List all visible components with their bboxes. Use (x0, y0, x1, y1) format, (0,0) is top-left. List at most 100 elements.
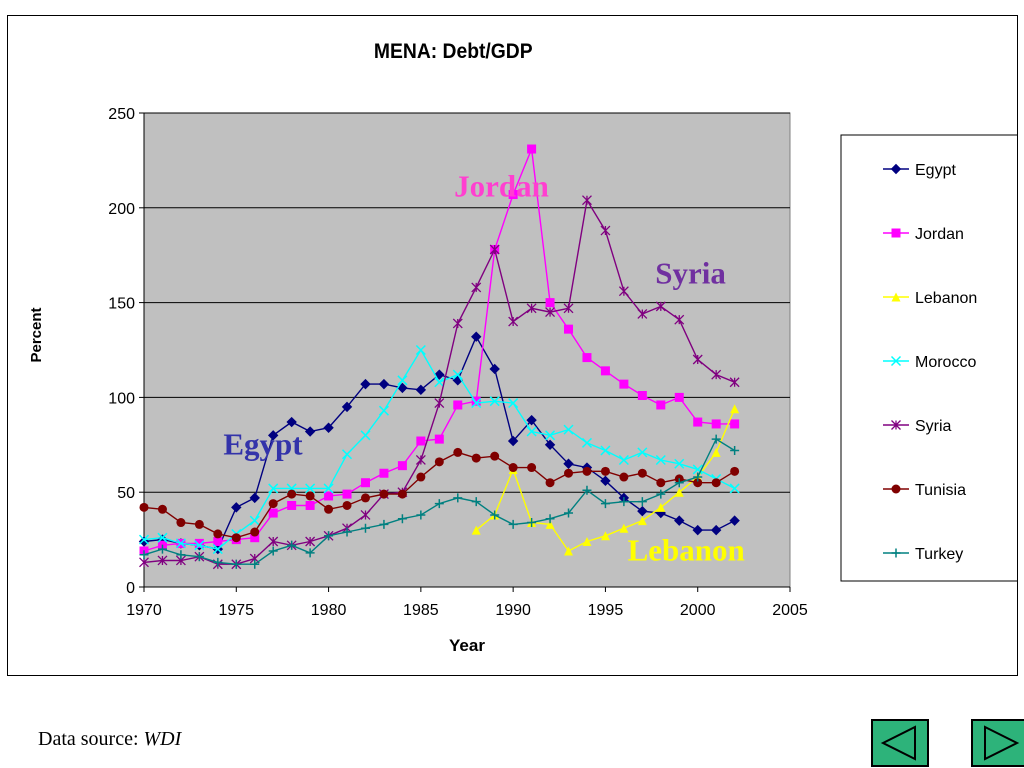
data-point-lebanon (637, 516, 647, 526)
data-point-jordan (213, 536, 223, 546)
data-point-morocco (729, 483, 740, 494)
data-point-morocco (545, 430, 556, 441)
data-point-jordan (471, 396, 481, 406)
data-point-egypt (231, 502, 242, 513)
data-point-jordan (656, 400, 666, 410)
data-point-morocco (212, 544, 223, 555)
data-point-turkey (564, 508, 574, 518)
chart-frame: MENA: Debt/GDP 0 50 100 150 200 250 1970 1975 198… (7, 15, 1018, 676)
x-tick-label: 1970 (126, 602, 162, 619)
data-point-syria (157, 555, 168, 566)
data-point-jordan (360, 478, 370, 488)
data-point-tunisia (176, 518, 186, 528)
legend-label-jordan: Jordan (915, 226, 964, 243)
data-point-jordan (693, 417, 703, 427)
data-point-jordan (674, 392, 684, 402)
data-point-egypt (544, 439, 556, 451)
data-point-jordan (268, 508, 278, 518)
data-point-syria (692, 354, 703, 365)
legend-marker-syria (891, 420, 901, 430)
data-point-tunisia (693, 478, 703, 488)
data-point-syria (471, 282, 482, 293)
data-point-syria (452, 318, 463, 329)
data-source-note: Data source: WDI (38, 728, 181, 751)
data-source-name: WDI (143, 728, 182, 750)
data-point-tunisia (656, 478, 666, 488)
data-point-morocco (360, 430, 371, 441)
data-point-syria (545, 307, 556, 318)
data-point-tunisia (527, 463, 537, 473)
data-point-tunisia (582, 466, 592, 476)
data-point-tunisia (324, 504, 334, 514)
y-tick-label: 150 (108, 296, 135, 313)
data-point-jordan (324, 491, 334, 501)
data-point-egypt (471, 331, 482, 342)
data-point-tunisia (637, 468, 647, 478)
data-point-egypt (286, 416, 297, 428)
data-point-egypt (600, 475, 611, 487)
legend-marker-lebanon (891, 292, 901, 302)
y-tick-label: 200 (108, 201, 135, 218)
series-lebanon (471, 404, 740, 556)
data-point-syria (415, 455, 426, 465)
data-point-syria (434, 398, 445, 409)
data-point-morocco (434, 377, 445, 388)
legend-label-egypt: Egypt (915, 162, 956, 179)
data-point-jordan (434, 434, 444, 444)
data-point-morocco (637, 447, 648, 458)
data-point-tunisia (250, 527, 260, 537)
data-point-jordan (730, 419, 740, 429)
data-point-lebanon (619, 523, 629, 533)
data-point-morocco (138, 534, 150, 545)
data-point-lebanon (600, 531, 610, 541)
data-point-egypt (304, 426, 316, 437)
annotation-egypt: Egypt (223, 426, 303, 461)
data-point-tunisia (453, 447, 463, 457)
data-point-turkey (527, 518, 537, 528)
data-point-syria (711, 369, 722, 380)
data-point-morocco (692, 464, 703, 475)
data-point-jordan (397, 461, 407, 471)
data-point-tunisia (619, 472, 629, 482)
data-point-jordan (527, 144, 537, 154)
x-axis-label: Year (449, 636, 485, 655)
data-point-jordan (619, 379, 629, 389)
data-point-turkey (213, 557, 223, 567)
data-point-syria (360, 509, 371, 520)
data-point-egypt (526, 414, 537, 426)
data-point-tunisia (268, 499, 278, 509)
previous-slide-button[interactable] (871, 719, 929, 767)
data-point-morocco (489, 396, 500, 407)
data-point-turkey (231, 559, 241, 569)
data-point-syria (268, 536, 279, 547)
data-point-egypt (249, 492, 260, 504)
data-point-syria (655, 301, 666, 312)
data-point-jordan (545, 298, 555, 308)
data-point-egypt (360, 378, 371, 390)
data-point-jordan (600, 366, 610, 376)
data-point-tunisia (379, 489, 389, 499)
data-point-turkey (287, 540, 297, 550)
data-point-tunisia (434, 457, 444, 467)
data-point-tunisia (342, 500, 352, 510)
data-point-tunisia (564, 468, 574, 478)
data-point-turkey (582, 485, 592, 495)
data-point-jordan (637, 391, 647, 401)
data-point-turkey (693, 472, 703, 482)
data-point-morocco (157, 532, 168, 543)
y-axis-label: Percent (28, 307, 45, 362)
data-point-egypt (729, 515, 740, 526)
x-tick-label: 1975 (218, 602, 254, 619)
data-point-morocco (249, 515, 260, 526)
legend-marker-tunisia (891, 484, 901, 494)
data-point-morocco (526, 426, 537, 437)
data-point-turkey (139, 550, 149, 560)
triangle-right-icon (984, 725, 1020, 761)
legend-label-tunisia: Tunisia (915, 482, 966, 499)
data-point-syria (489, 244, 500, 255)
data-point-turkey (268, 546, 278, 556)
data-point-morocco (508, 398, 519, 409)
data-point-tunisia (213, 529, 223, 539)
next-slide-button[interactable] (971, 719, 1024, 767)
data-point-tunisia (305, 491, 315, 501)
